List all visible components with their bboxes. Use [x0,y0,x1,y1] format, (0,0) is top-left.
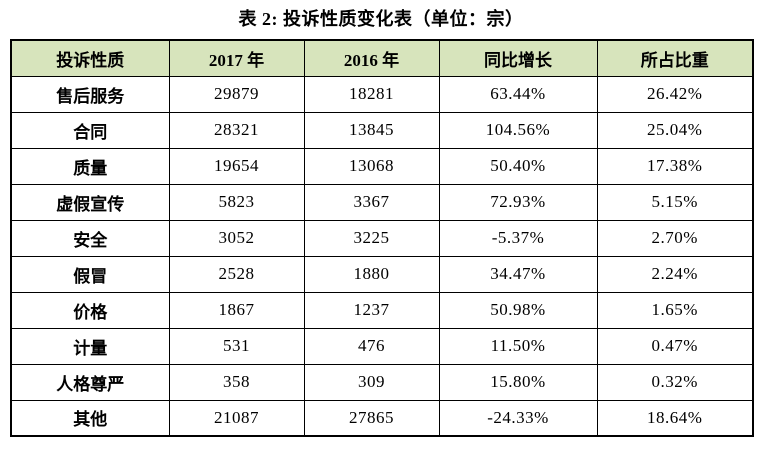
value-2016-cell: 476 [303,327,440,365]
value-2017-cell: 358 [168,363,305,401]
category-cell: 计量 [10,327,170,365]
value-2016-cell: 13845 [303,111,440,149]
table-row: 合同 28321 13845 104.56% 25.04% [10,111,754,149]
table-header: 投诉性质 2017 年 2016 年 同比增长 所占比重 [10,39,754,77]
yoy-cell: 50.40% [438,147,598,185]
table-body: 售后服务 29879 18281 63.44% 26.42% 合同 28321 … [10,75,754,437]
yoy-cell: 50.98% [438,291,598,329]
share-cell: 1.65% [596,291,754,329]
table-row: 人格尊严 358 309 15.80% 0.32% [10,363,754,401]
category-cell: 人格尊严 [10,363,170,401]
table-row: 价格 1867 1237 50.98% 1.65% [10,291,754,329]
category-cell: 假冒 [10,255,170,293]
table-row: 安全 3052 3225 -5.37% 2.70% [10,219,754,257]
yoy-cell: 15.80% [438,363,598,401]
value-2016-cell: 3225 [303,219,440,257]
value-2016-cell: 309 [303,363,440,401]
share-cell: 17.38% [596,147,754,185]
share-cell: 2.70% [596,219,754,257]
yoy-cell: -5.37% [438,219,598,257]
share-cell: 5.15% [596,183,754,221]
value-2017-cell: 28321 [168,111,305,149]
yoy-cell: 104.56% [438,111,598,149]
share-cell: 0.47% [596,327,754,365]
table-row: 虚假宣传 5823 3367 72.93% 5.15% [10,183,754,221]
yoy-cell: -24.33% [438,399,598,437]
value-2017-cell: 21087 [168,399,305,437]
share-cell: 18.64% [596,399,754,437]
yoy-cell: 72.93% [438,183,598,221]
yoy-cell: 11.50% [438,327,598,365]
value-2017-cell: 29879 [168,75,305,113]
table-row: 计量 531 476 11.50% 0.47% [10,327,754,365]
table-row: 假冒 2528 1880 34.47% 2.24% [10,255,754,293]
category-cell: 合同 [10,111,170,149]
column-header-2016: 2016 年 [303,39,440,77]
header-row: 投诉性质 2017 年 2016 年 同比增长 所占比重 [10,39,754,77]
table-row: 售后服务 29879 18281 63.44% 26.42% [10,75,754,113]
yoy-cell: 34.47% [438,255,598,293]
column-header-2017: 2017 年 [168,39,305,77]
share-cell: 26.42% [596,75,754,113]
table-row: 其他 21087 27865 -24.33% 18.64% [10,399,754,437]
yoy-cell: 63.44% [438,75,598,113]
value-2017-cell: 3052 [168,219,305,257]
column-header-nature: 投诉性质 [10,39,170,77]
column-header-yoy: 同比增长 [438,39,598,77]
value-2016-cell: 18281 [303,75,440,113]
table-caption: 表 2: 投诉性质变化表（单位：宗） [238,9,524,29]
complaint-nature-table: 投诉性质 2017 年 2016 年 同比增长 所占比重 售后服务 29879 … [10,39,754,437]
category-cell: 安全 [10,219,170,257]
share-cell: 0.32% [596,363,754,401]
share-cell: 25.04% [596,111,754,149]
share-cell: 2.24% [596,255,754,293]
value-2016-cell: 27865 [303,399,440,437]
category-cell: 售后服务 [10,75,170,113]
category-cell: 其他 [10,399,170,437]
value-2017-cell: 531 [168,327,305,365]
value-2017-cell: 1867 [168,291,305,329]
value-2017-cell: 19654 [168,147,305,185]
value-2017-cell: 2528 [168,255,305,293]
value-2016-cell: 1237 [303,291,440,329]
category-cell: 虚假宣传 [10,183,170,221]
value-2017-cell: 5823 [168,183,305,221]
value-2016-cell: 3367 [303,183,440,221]
category-cell: 质量 [10,147,170,185]
column-header-share: 所占比重 [596,39,754,77]
value-2016-cell: 13068 [303,147,440,185]
category-cell: 价格 [10,291,170,329]
value-2016-cell: 1880 [303,255,440,293]
table-row: 质量 19654 13068 50.40% 17.38% [10,147,754,185]
